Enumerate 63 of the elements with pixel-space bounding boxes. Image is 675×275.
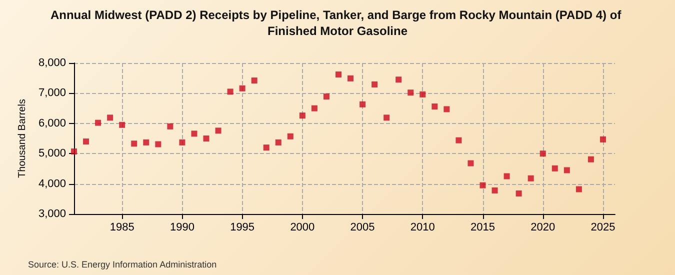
point	[552, 165, 558, 172]
point	[600, 136, 606, 142]
point	[119, 122, 126, 128]
point	[348, 75, 354, 82]
point	[420, 91, 426, 98]
x-tick-label: 2015	[470, 222, 495, 234]
point	[528, 175, 534, 182]
x-tick-label: 2025	[590, 222, 616, 234]
point	[432, 103, 438, 110]
x-tick-label: 1990	[170, 222, 194, 234]
point	[143, 139, 150, 146]
point	[480, 182, 486, 188]
y-tick-label: 4,000	[38, 178, 66, 190]
x-tick-label: 2010	[410, 222, 435, 234]
point	[516, 190, 522, 196]
y-tick-label: 8,000	[38, 57, 66, 69]
x-tick-label: 2000	[290, 222, 315, 234]
point	[444, 106, 450, 112]
point	[155, 141, 162, 148]
point	[456, 137, 462, 144]
x-tick-label: 2005	[350, 222, 375, 234]
source-note: Source: U.S. Energy Information Administration	[28, 260, 217, 270]
point	[564, 167, 570, 174]
point	[275, 139, 282, 146]
chart-title: Annual Midwest (PADD 2) Receipts by Pipeline, Tanker, and Barge from Rocky Mountain (PADD 4) of Finished Motor Gasoline	[50, 8, 625, 38]
point	[588, 156, 594, 162]
point	[384, 114, 390, 121]
x-tick-label: 1985	[110, 222, 134, 234]
point	[372, 81, 378, 88]
point	[335, 71, 342, 78]
y-tick-label: 3,000	[38, 208, 66, 220]
point	[179, 139, 186, 146]
x-tick-label: 1995	[230, 222, 255, 234]
point	[408, 90, 414, 96]
y-tick-label: 5,000	[38, 148, 66, 160]
point	[215, 128, 222, 134]
point	[311, 105, 318, 112]
y-tick-label: 7,000	[38, 87, 66, 100]
point	[299, 112, 306, 119]
point	[360, 101, 366, 108]
point	[83, 138, 90, 145]
point	[71, 148, 77, 154]
point	[131, 140, 138, 147]
point	[396, 76, 402, 83]
point	[287, 133, 294, 140]
point	[251, 78, 258, 84]
point	[540, 150, 546, 157]
point	[468, 160, 474, 166]
point	[492, 187, 498, 194]
point	[504, 173, 510, 180]
y-axis-title: Thousand Barrels	[17, 99, 28, 178]
point	[576, 186, 582, 192]
point	[239, 85, 246, 92]
point	[191, 130, 198, 137]
point	[95, 120, 102, 126]
x-tick-label: 2020	[530, 222, 556, 234]
point	[167, 123, 174, 130]
y-tick-label: 6,000	[38, 117, 66, 130]
point	[263, 144, 270, 151]
point	[203, 136, 210, 142]
point	[227, 88, 234, 95]
point	[107, 114, 114, 121]
point	[323, 94, 330, 100]
